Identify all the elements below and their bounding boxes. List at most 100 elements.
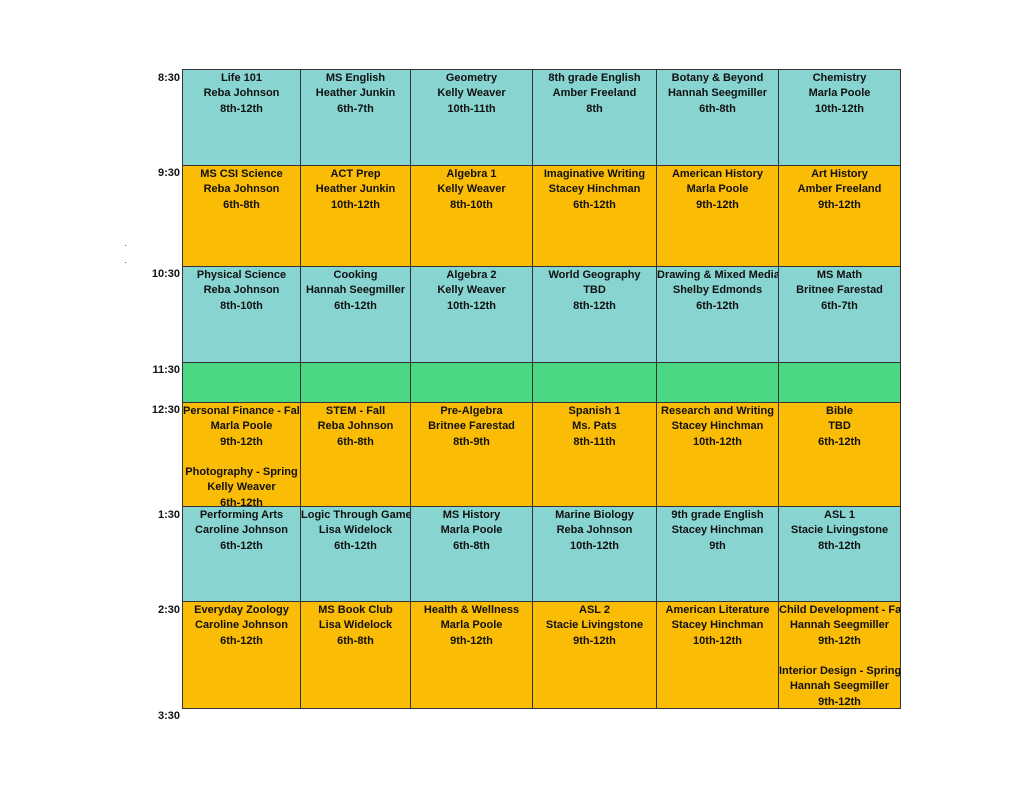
class-name: Research and Writing (661, 405, 774, 417)
teacher-name: Kelly Weaver (437, 87, 506, 100)
grade-range: 6th-8th (337, 634, 374, 647)
teacher-name: Stacie Livingstone (545, 619, 644, 632)
class-cell: MS CSI Science Reba Johnson 6th-8th (183, 166, 301, 267)
class-name: Botany & Beyond (671, 72, 764, 84)
class-name: MS Math (816, 269, 863, 281)
grade-range: 6th-8th (223, 198, 260, 211)
grade-range: 10th-12th (815, 102, 864, 115)
class-cell: Performing Arts Caroline Johnson 6th-12th (183, 507, 301, 602)
grade-range: 8th (586, 102, 603, 115)
class-cell: Geometry Kelly Weaver 10th-11th (411, 70, 533, 166)
teacher-name: Caroline Johnson (195, 524, 288, 537)
grade-range: 9th (709, 539, 726, 552)
grade-range: 10th-12th (331, 198, 380, 211)
grade-range: 8th-9th (453, 435, 490, 448)
grade-range: 6th-12th (573, 198, 616, 211)
teacher-name: Lisa Widelock (318, 524, 393, 537)
teacher-name: Reba Johnson (203, 183, 280, 196)
teacher-name: Marla Poole (686, 183, 749, 196)
class-cell: MS Math Britnee Farestad 6th-7th (779, 267, 901, 363)
teacher-name: Britnee Farestad (428, 420, 515, 433)
lunch-cell (183, 363, 301, 403)
grade-range: 6th-12th (334, 539, 377, 552)
class-cell: Marine Biology Reba Johnson 10th-12th (533, 507, 657, 602)
class-name: Spanish 1 (568, 405, 621, 417)
time-label: 12:30 (151, 404, 180, 416)
class-cell: Chemistry Marla Poole 10th-12th (779, 70, 901, 166)
class-name: MS CSI Science (200, 168, 283, 180)
class-cell: Everyday Zoology Caroline Johnson 6th-12th (183, 602, 301, 709)
teacher-name: Stacie Livingstone (790, 524, 889, 537)
grade-range: 9th-12th (220, 435, 263, 448)
teacher-name: Amber Freeland (552, 87, 637, 100)
class-cell: Physical Science Reba Johnson 8th-10th (183, 267, 301, 363)
class-name: Geometry (445, 72, 498, 84)
class-name: Personal Finance - Fall (183, 405, 301, 417)
lunch-cell (533, 363, 657, 403)
lunch-cell (657, 363, 779, 403)
grade-range: 8th-12th (573, 299, 616, 312)
teacher-name: Hannah Seegmiller (789, 619, 890, 632)
class-name: Logic Through Games (301, 509, 411, 521)
time-label: 2:30 (157, 604, 180, 616)
teacher-name: Stacey Hinchman (671, 420, 764, 433)
class-cell: Algebra 1 Kelly Weaver 8th-10th (411, 166, 533, 267)
lunch-cell (411, 363, 533, 403)
time-label: 3:30 (157, 710, 180, 722)
class-cell: Life 101 Reba Johnson 8th-12th (183, 70, 301, 166)
class-cell: ASL 2 Stacie Livingstone 9th-12th (533, 602, 657, 709)
class-name: Pre-Algebra (440, 405, 503, 417)
class-cell: Health & Wellness Marla Poole 9th-12th (411, 602, 533, 709)
stray-dot (125, 245, 126, 246)
class-cell: Pre-Algebra Britnee Farestad 8th-9th (411, 403, 533, 507)
teacher-name: Reba Johnson (203, 87, 280, 100)
class-name: ASL 1 (824, 509, 855, 521)
grade-range: 6th-12th (696, 299, 739, 312)
grade-range: 9th-12th (818, 695, 861, 708)
grade-range: 10th-12th (693, 435, 742, 448)
class-name: Art History (811, 168, 868, 180)
lunch-cell (779, 363, 901, 403)
grade-range: 9th-12th (696, 198, 739, 211)
class-name: Health & Wellness (423, 604, 520, 616)
class-cell: Cooking Hannah Seegmiller 6th-12th (301, 267, 411, 363)
time-slot-row: Physical Science Reba Johnson 8th-10th Cook… (183, 267, 901, 363)
class-cell: Drawing & Mixed Media Shelby Edmonds 6th-1… (657, 267, 779, 363)
teacher-name: Amber Freeland (797, 183, 882, 196)
class-cell: Algebra 2 Kelly Weaver 10th-12th (411, 267, 533, 363)
class-cell: 9th grade English Stacey Hinchman 9th (657, 507, 779, 602)
teacher-name: Marla Poole (440, 619, 503, 632)
teacher-name: Marla Poole (440, 524, 503, 537)
lunch-row (183, 363, 901, 403)
class-name: Marine Biology (555, 509, 634, 521)
grade-range: 6th-12th (334, 299, 377, 312)
class-name: Cooking (333, 269, 378, 281)
class-name: Performing Arts (199, 509, 284, 521)
teacher-name: Kelly Weaver (437, 183, 506, 196)
teacher-name: Reba Johnson (203, 284, 280, 297)
teacher-name: Hannah Seegmiller (667, 87, 768, 100)
class-cell: Child Development - Fall Hannah Seegmille… (779, 602, 901, 709)
class-cell: Personal Finance - Fall Marla Poole 9th-12… (183, 403, 301, 507)
class-name: 8th grade English (548, 72, 641, 84)
schedule-grid: Life 101 Reba Johnson 8th-12th MS English He… (182, 69, 901, 709)
grade-range: 9th-12th (818, 634, 861, 647)
class-name: MS History (442, 509, 501, 521)
class-name: Chemistry (812, 72, 867, 84)
teacher-name: Reba Johnson (317, 420, 394, 433)
grade-range: 10th-12th (447, 299, 496, 312)
class-name: ACT Prep (330, 168, 381, 180)
class-cell: MS Book Club Lisa Widelock 6th-8th (301, 602, 411, 709)
class-name: 9th grade English (671, 509, 764, 521)
class-name: Everyday Zoology (194, 604, 289, 616)
time-slot-row: MS CSI Science Reba Johnson 6th-8th ACT Pre… (183, 166, 901, 267)
time-slot-row: Everyday Zoology Caroline Johnson 6th-12th… (183, 602, 901, 709)
grade-range: 9th-12th (573, 634, 616, 647)
teacher-name: Stacey Hinchman (548, 183, 641, 196)
class-name: Algebra 1 (446, 168, 497, 180)
grade-range: 9th-12th (818, 198, 861, 211)
grade-range: 10th-11th (447, 102, 496, 115)
grade-range: 8th-11th (573, 435, 616, 448)
grade-range: 8th-12th (220, 102, 263, 115)
class-name: Child Development - Fall (779, 604, 901, 616)
